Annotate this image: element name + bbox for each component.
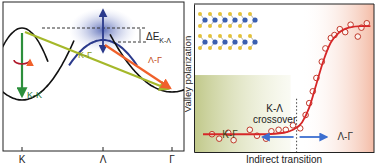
data-point	[364, 20, 370, 26]
x-axis-title: Indirect transition	[246, 154, 322, 165]
data-point	[355, 34, 361, 40]
shift-arrow	[102, 10, 104, 52]
transition-arrow	[105, 45, 170, 88]
annotation: K-Γ	[222, 129, 238, 140]
transition-arrow	[25, 32, 168, 89]
atom-chalcogen	[218, 24, 222, 28]
atom-metal	[222, 39, 227, 44]
atom-metal	[252, 39, 257, 44]
crystal-inset	[198, 12, 258, 50]
frame-top	[194, 4, 374, 5]
atom-chalcogen	[248, 24, 252, 28]
atom-metal	[232, 39, 237, 44]
annotation: crossover	[253, 114, 297, 125]
data-point	[276, 127, 282, 133]
atom-chalcogen	[248, 34, 252, 38]
diagram-frame	[3, 2, 184, 151]
frame-right	[374, 4, 375, 152]
x-axis-line	[195, 152, 375, 153]
plot-area	[203, 20, 370, 143]
dashed-level	[118, 42, 146, 43]
y-axis	[194, 5, 195, 153]
atom-chalcogen	[198, 24, 202, 28]
atom-metal	[202, 39, 207, 44]
atom-chalcogen	[228, 34, 232, 38]
atom-chalcogen	[238, 34, 242, 38]
transition-label: K-K	[27, 90, 42, 100]
atom-chalcogen	[208, 24, 212, 28]
direction-arrow	[263, 136, 294, 138]
y-axis-line	[194, 5, 195, 153]
x-axis	[195, 152, 375, 153]
atom-chalcogen	[208, 34, 212, 38]
data-point	[247, 127, 253, 133]
gap-label: ΔEK-Λ	[146, 31, 171, 44]
atom-chalcogen	[228, 46, 232, 50]
atom-metal	[242, 39, 247, 44]
atom-metal	[232, 17, 237, 22]
atom-chalcogen	[228, 24, 232, 28]
k-tick	[22, 147, 23, 151]
atom-chalcogen	[208, 12, 212, 16]
atom-chalcogen	[218, 46, 222, 50]
valence-band-k	[3, 41, 74, 100]
atom-chalcogen	[238, 24, 242, 28]
atom-chalcogen	[228, 12, 232, 16]
valence-band-gamma	[110, 34, 184, 92]
atom-metal	[242, 17, 247, 22]
atom-metal	[252, 17, 257, 22]
k-label: K	[19, 154, 26, 165]
gap-subscript: K-Λ	[159, 37, 171, 44]
polarization-symbol	[14, 60, 30, 64]
annotation: Λ-Γ	[337, 131, 353, 142]
atom-chalcogen	[218, 34, 222, 38]
atom-chalcogen	[198, 12, 202, 16]
transition-label: Λ-Γ	[148, 55, 162, 65]
atom-chalcogen	[238, 46, 242, 50]
valley-glow	[69, 8, 137, 52]
atom-chalcogen	[218, 12, 222, 16]
annotation: K-Λ	[266, 103, 283, 114]
k-label: Γ	[169, 154, 175, 165]
atom-chalcogen	[248, 12, 252, 16]
gap-symbol: ΔE	[146, 31, 160, 42]
chart: K-Λcrossover K-Γ Λ-Γ Indirect transition Val…	[182, 4, 375, 165]
k-tick	[172, 147, 173, 151]
atom-metal	[212, 17, 217, 22]
y-axis-title: Valley polarization	[182, 36, 193, 112]
atom-chalcogen	[248, 46, 252, 50]
fit-line	[203, 26, 370, 134]
direction-arrow	[300, 136, 327, 138]
transition-label: K-Γ	[78, 50, 92, 60]
k-label: Λ	[100, 154, 107, 165]
gap-arrow	[140, 29, 141, 41]
band-diagram: ΔEK-Λ K-K K-Γ Λ-Γ K Λ Γ	[0, 2, 200, 165]
dashed-level	[42, 28, 146, 29]
data-point	[216, 136, 222, 142]
atom-metal	[222, 17, 227, 22]
figure: ΔEK-ΛK-KK-ΓΛ-ΓKΛΓK-ΛcrossoverK-ΓΛ-ΓIndir…	[0, 0, 378, 166]
atom-chalcogen	[238, 12, 242, 16]
atom-metal	[212, 39, 217, 44]
atom-chalcogen	[198, 34, 202, 38]
atom-chalcogen	[198, 46, 202, 50]
atom-metal	[202, 17, 207, 22]
k-tick	[103, 147, 104, 151]
atom-chalcogen	[208, 46, 212, 50]
